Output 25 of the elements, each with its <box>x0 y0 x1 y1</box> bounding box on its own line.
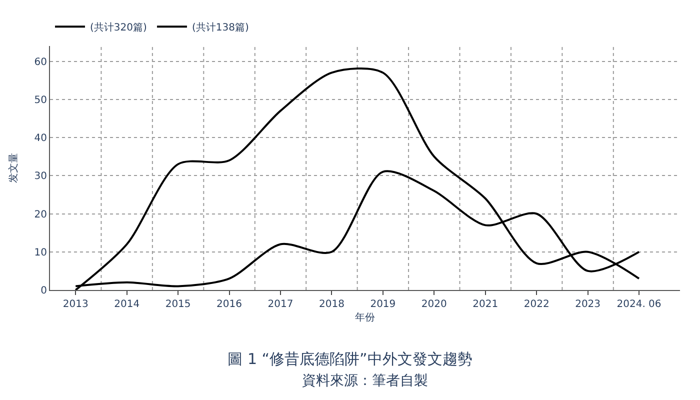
y-tick-label: 30 <box>34 171 47 182</box>
y-tick-label: 10 <box>34 247 47 258</box>
y-axis-title: 发文量 <box>7 153 20 183</box>
x-tick-label: 2023 <box>575 299 601 310</box>
x-tick-label: 2020 <box>421 299 447 310</box>
x-tick-label: 2016 <box>216 299 242 310</box>
x-tick-label: 2021 <box>472 299 498 310</box>
y-tick-label: 60 <box>34 56 47 68</box>
legend-label: (共计138篇) <box>192 22 249 34</box>
x-tick-label: 2019 <box>370 299 396 310</box>
y-tick-label: 40 <box>34 133 47 144</box>
x-tick-label: 2017 <box>268 299 294 310</box>
x-tick-label: 2014 <box>114 299 140 310</box>
x-tick-label: 2022 <box>524 299 550 310</box>
x-tick-label: 2018 <box>318 299 344 310</box>
x-axis-title: 年份 <box>355 312 375 324</box>
x-tick-label: 2024. 06 <box>616 299 662 310</box>
text: 圖 1 “修昔底德陷阱”中外文發文趨勢 <box>228 350 472 368</box>
x-tick-label: 2015 <box>165 299 191 310</box>
y-tick-label: 0 <box>40 286 47 296</box>
y-tick-label: 20 <box>34 209 47 220</box>
source-note: 資料來源：筆者自製 <box>302 373 428 389</box>
legend-label: (共计320篇) <box>90 22 147 34</box>
x-tick-label: 2013 <box>62 299 88 310</box>
y-tick-label: 50 <box>34 94 47 106</box>
